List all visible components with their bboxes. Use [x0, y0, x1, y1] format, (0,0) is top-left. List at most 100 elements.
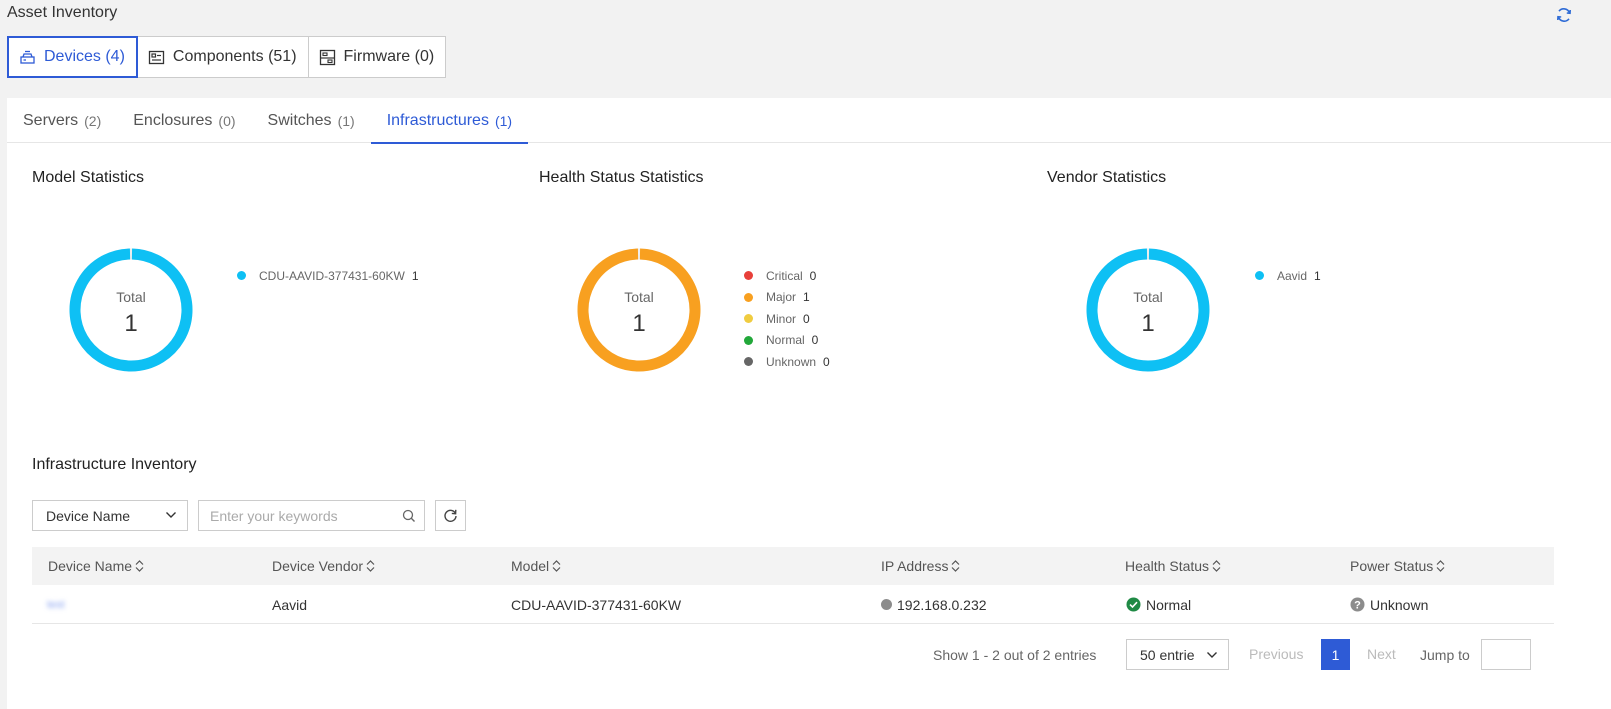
legend-value: 0 [811, 333, 819, 348]
jump-to-label: Jump to [1420, 647, 1470, 663]
sort-icon [1436, 560, 1445, 572]
legend-value: 1 [1314, 268, 1321, 283]
legend-item[interactable]: Minor 0 [744, 308, 830, 330]
column-power-status[interactable]: Power Status [1350, 547, 1445, 585]
vendor-donut-chart: Total 1 [1086, 248, 1210, 372]
tab-components[interactable]: Components (51) [136, 36, 309, 78]
page-size-value: 50 entrie [1140, 646, 1195, 663]
table-header: Device Name Device Vendor Model IP Addre… [32, 547, 1554, 585]
sort-icon [1212, 560, 1221, 572]
firmware-icon [319, 49, 335, 65]
sort-icon [366, 560, 375, 572]
column-health-status-label: Health Status [1125, 558, 1210, 574]
search-icon[interactable] [402, 509, 416, 523]
refresh-icon[interactable] [1555, 6, 1573, 24]
question-circle-icon: ? [1350, 597, 1365, 612]
sort-icon [952, 560, 960, 572]
legend-label: Critical [766, 268, 803, 283]
health-total-value: 1 [632, 310, 646, 337]
column-device-vendor[interactable]: Device Vendor [272, 547, 375, 585]
legend-label: CDU-AAVID-377431-60KW [259, 268, 405, 283]
column-health-status[interactable]: Health Status [1125, 547, 1221, 585]
tab-servers-label: Servers [23, 111, 79, 129]
filter-field-select[interactable]: Device Name [32, 500, 188, 531]
content-panel: Servers (2) Enclosures (0) Switches (1) … [7, 98, 1611, 709]
model-donut-ring [69, 248, 193, 372]
donut-slice-aavid[interactable] [1086, 248, 1210, 372]
search-input[interactable] [199, 501, 389, 530]
refresh-table-button[interactable] [435, 500, 466, 531]
column-device-name[interactable]: Device Name [48, 547, 144, 585]
vendor-total-value: 1 [1141, 310, 1155, 337]
legend-value: 0 [823, 354, 830, 369]
model-statistics-title: Model Statistics [32, 169, 145, 186]
legend-dot [744, 314, 753, 324]
tab-infrastructures-count: (1) [494, 112, 513, 129]
legend-item[interactable]: Critical 0 [744, 265, 830, 287]
donut-slice-major[interactable] [577, 248, 701, 372]
legend-label: Major [766, 290, 797, 305]
tab-infrastructures-label: Infrastructures [386, 111, 489, 129]
tab-enclosures-label: Enclosures [133, 111, 213, 129]
ip-address-cell: 192.168.0.232 [881, 585, 987, 624]
legend-value: 0 [809, 268, 817, 283]
pagination-summary: Show 1 - 2 out of 2 entries [933, 647, 1097, 663]
inventory-title: Infrastructure Inventory [32, 456, 197, 473]
search-box [198, 500, 425, 531]
legend-value: 1 [411, 268, 419, 283]
tab-switches[interactable]: Switches (1) [252, 98, 371, 143]
legend-item[interactable]: Normal 0 [744, 330, 830, 352]
legend-item[interactable]: Major 1 [744, 287, 830, 309]
legend-dot [744, 292, 753, 302]
donut-slice-cdu-aavid-377431-60kw[interactable] [69, 248, 193, 372]
refresh-icon [444, 509, 457, 522]
ip-address-value: 192.168.0.232 [897, 596, 987, 613]
column-model[interactable]: Model [511, 547, 561, 585]
health-donut-ring [577, 248, 701, 372]
legend-value: 1 [803, 290, 810, 305]
legend-item[interactable]: Aavid 1 [1255, 265, 1321, 287]
legend-item[interactable]: Unknown 0 [744, 351, 830, 373]
legend-dot [237, 271, 246, 281]
column-model-label: Model [511, 558, 550, 574]
tab-switches-label: Switches [267, 111, 332, 129]
next-page-button[interactable]: Next [1367, 646, 1396, 662]
vendor-donut-ring [1086, 248, 1210, 372]
vendor-total-label: Total [1133, 289, 1163, 305]
model-legend: CDU-AAVID-377431-60KW 1 [237, 265, 419, 287]
sort-icon [552, 560, 561, 572]
health-total-label: Total [624, 289, 654, 305]
page-size-select[interactable]: 50 entrie [1126, 639, 1229, 670]
legend-dot [1255, 271, 1264, 281]
tab-servers[interactable]: Servers (2) [7, 98, 117, 143]
column-device-vendor-label: Device Vendor [272, 558, 364, 574]
device-name-link[interactable]: test [47, 598, 65, 611]
filter-field-value: Device Name [46, 507, 131, 524]
column-ip-address[interactable]: IP Address [881, 547, 960, 585]
table-row: test Aavid CDU-AAVID-377431-60KW 192.168… [32, 585, 1554, 624]
legend-dot [744, 271, 753, 281]
tab-switches-count: (1) [337, 112, 355, 129]
column-ip-address-label: IP Address [881, 558, 949, 574]
health-status-cell: Normal [1126, 585, 1191, 624]
health-donut-chart: Total 1 [577, 248, 701, 372]
check-circle-icon [1126, 597, 1141, 612]
column-power-status-label: Power Status [1350, 558, 1434, 574]
column-device-name-label: Device Name [48, 558, 133, 574]
jump-to-input[interactable] [1481, 639, 1531, 670]
tab-devices[interactable]: Devices (4) [7, 36, 138, 78]
power-status-value: Unknown [1370, 596, 1429, 613]
page-1-button[interactable]: 1 [1321, 639, 1350, 670]
tab-enclosures[interactable]: Enclosures (0) [117, 98, 251, 143]
tab-infrastructures[interactable]: Infrastructures (1) [370, 98, 529, 144]
legend-item[interactable]: CDU-AAVID-377431-60KW 1 [237, 265, 419, 287]
vendor-statistics-title: Vendor Statistics [1047, 169, 1167, 186]
tab-firmware[interactable]: Firmware (0) [307, 36, 447, 78]
chevron-down-icon [1207, 652, 1217, 658]
legend-label: Unknown [766, 354, 817, 369]
device-vendor-cell: Aavid [272, 596, 308, 613]
legend-label: Aavid [1277, 268, 1308, 283]
previous-page-button[interactable]: Previous [1249, 646, 1304, 662]
power-status-cell: ? Unknown [1350, 585, 1428, 624]
device-type-tabs: Devices (4) Components (51) Firmware (0) [7, 36, 447, 78]
